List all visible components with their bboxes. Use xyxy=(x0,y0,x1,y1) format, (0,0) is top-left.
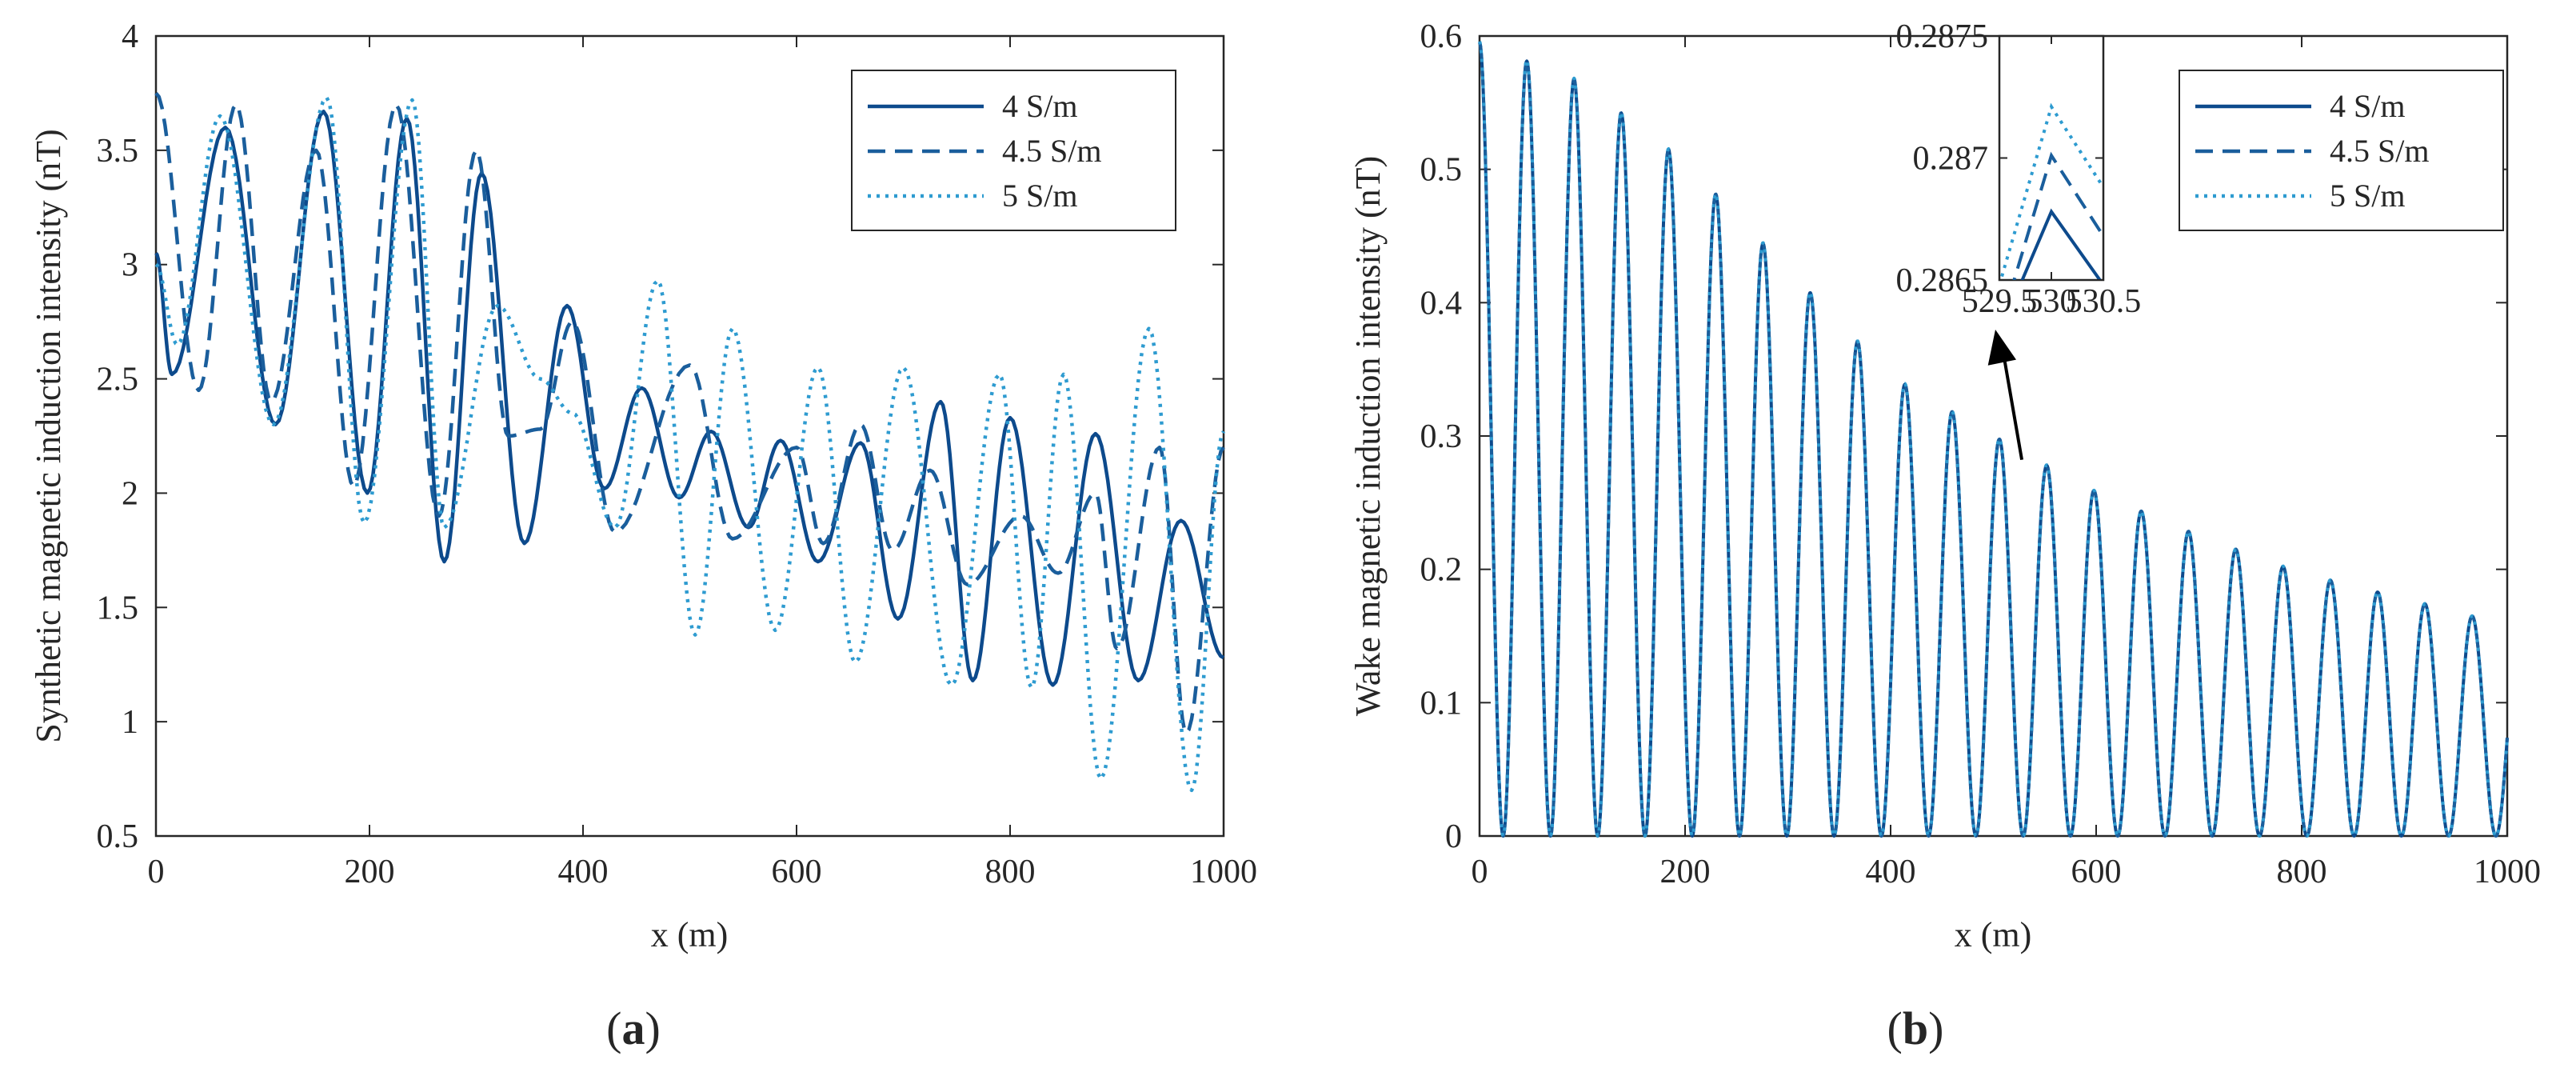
y-tick-label: 0.3 xyxy=(1420,418,1463,455)
panel-label-b: (b) xyxy=(1887,1002,1944,1054)
panel-label-a-close: ) xyxy=(645,1002,661,1054)
y-axis-label-b: Wake magnetic induction intensity (nT) xyxy=(1348,156,1388,716)
y-tick-label: 0.5 xyxy=(97,818,139,855)
x-tick-label: 200 xyxy=(1660,854,1711,890)
inset-x-tick-label: 529.5 xyxy=(1962,283,2038,320)
inset-y-tick-label: 0.2875 xyxy=(1896,18,1989,55)
inset-line-dashed xyxy=(2012,151,2103,280)
y-tick-label: 0.6 xyxy=(1420,18,1463,55)
inset-series-group xyxy=(1999,102,2103,280)
x-tick-label: 600 xyxy=(772,854,822,890)
x-tick-label: 800 xyxy=(2277,854,2327,890)
x-axis-label-a: x (m) xyxy=(651,915,729,954)
inset-line-solid xyxy=(2020,208,2103,280)
y-tick-label: 0 xyxy=(1445,818,1462,855)
y-tick-label: 3.5 xyxy=(97,133,139,170)
zoom-arrow-head xyxy=(1987,330,2016,366)
legend-label: 4 S/m xyxy=(1002,88,1077,124)
legend-a: 4 S/m 4.5 S/m 5 S/m xyxy=(851,70,1176,231)
series-line-5-S-m xyxy=(154,95,1225,793)
y-tick-label: 2.5 xyxy=(97,362,139,398)
legend-label: 4.5 S/m xyxy=(2330,133,2429,169)
inset-y-tick-label: 0.287 xyxy=(1913,141,1989,178)
panel-label-a-open: ( xyxy=(606,1002,621,1054)
inset-line-dotted xyxy=(1999,102,2103,280)
inset-x-tick-label: 530 xyxy=(2027,283,2077,320)
y-tick-label: 1 xyxy=(122,704,138,741)
inset-x-tick-label: 530.5 xyxy=(2066,283,2142,320)
x-tick-label: 0 xyxy=(1472,854,1488,890)
x-tick-label: 1000 xyxy=(1190,854,1257,890)
series-line-4-5-S-m xyxy=(154,91,1225,735)
y-tick-label: 0.4 xyxy=(1420,285,1463,322)
y-tick-label: 2 xyxy=(122,475,138,512)
panel-label-a: (a) xyxy=(606,1002,661,1054)
plot-area-a xyxy=(154,34,1225,838)
y-tick-label: 4 xyxy=(122,18,138,55)
y-tick-label: 0.5 xyxy=(1420,152,1463,189)
series-group-b xyxy=(1478,40,2509,838)
y-axis-label-a: Synthetic magnetic induction intensity (… xyxy=(29,129,68,742)
x-tick-label: 200 xyxy=(345,854,395,890)
x-tick-label: 1000 xyxy=(2474,854,2541,890)
chart-panel-b: 0 200 400 600 800 1000 0 0.1 0.2 0.3 0.4 0.5 0.6 x (… xyxy=(1348,18,2541,1054)
legend-label: 4 S/m xyxy=(2330,88,2405,124)
zoom-arrow-shaft xyxy=(2000,343,2024,461)
legend-label: 4.5 S/m xyxy=(1002,133,1101,169)
series-group-a xyxy=(154,91,1225,793)
axis-ticks-a: 0 200 400 600 800 1000 0.5 1 1.5 2 2.5 3 3.5 4 xyxy=(97,18,1258,890)
x-tick-label: 400 xyxy=(1866,854,1916,890)
series-line-4-S-m xyxy=(154,110,1225,687)
x-axis-label-b: x (m) xyxy=(1955,915,2032,954)
x-tick-label: 600 xyxy=(2071,854,2122,890)
x-tick-label: 800 xyxy=(985,854,1036,890)
x-tick-label: 0 xyxy=(148,854,165,890)
y-tick-label: 0.2 xyxy=(1420,552,1463,589)
inset-y-tick-label: 0.2865 xyxy=(1896,262,1989,299)
panel-label-a-letter: a xyxy=(622,1002,645,1054)
zoom-arrow xyxy=(1987,330,2024,461)
panel-label-b-close: ) xyxy=(1928,1002,1943,1054)
legend-label: 5 S/m xyxy=(1002,178,1077,214)
panel-label-b-letter: b xyxy=(1903,1002,1928,1054)
legend-b: 4 S/m 4.5 S/m 5 S/m xyxy=(2179,70,2504,231)
panel-label-b-open: ( xyxy=(1887,1002,1903,1054)
y-tick-label: 3 xyxy=(122,247,138,284)
y-tick-label: 0.1 xyxy=(1420,685,1463,722)
x-tick-label: 400 xyxy=(558,854,609,890)
legend-label: 5 S/m xyxy=(2330,178,2405,214)
y-tick-label: 1.5 xyxy=(97,590,139,626)
series-line-5-S-m xyxy=(1478,40,2509,838)
